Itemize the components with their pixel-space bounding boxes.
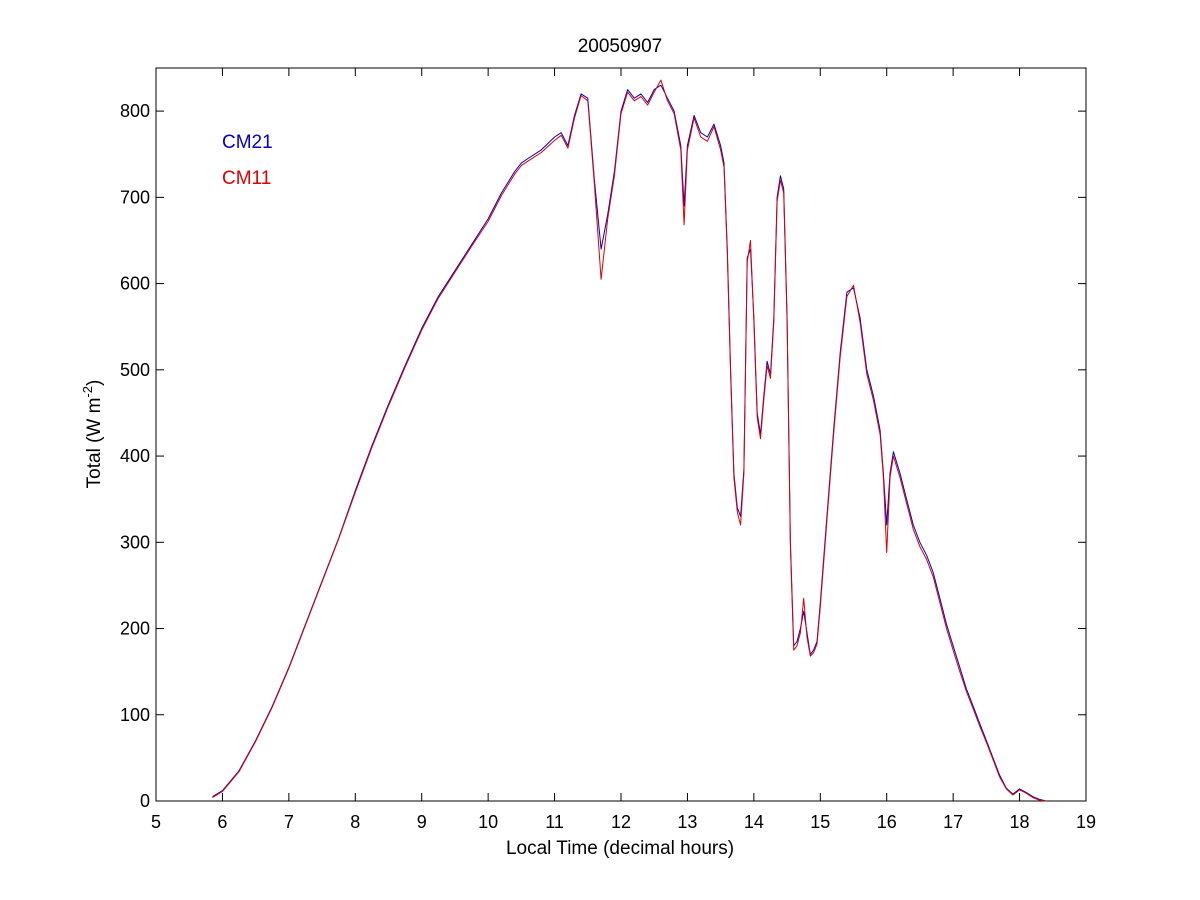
y-tick-label: 500 [120,360,150,380]
y-tick-label: 100 [120,705,150,725]
series-line-cm11 [212,79,1047,802]
legend-entry-cm11: CM11 [222,168,271,189]
x-tick-label: 10 [478,812,498,832]
x-tick-label: 13 [677,812,697,832]
y-axis-title-close: ) [84,380,105,386]
chart-title: 20050907 [578,36,663,57]
plot-area [155,67,1087,802]
y-tick-label: 400 [120,446,150,466]
y-tick-label: 800 [120,101,150,121]
y-tick-label: 0 [140,791,150,811]
x-axis-title: Local Time (decimal hours) [506,838,734,859]
x-tick-label: 7 [284,812,294,832]
x-tick-label: 9 [417,812,427,832]
tick-layer: 5 6 7 8 9 10 11 12 13 14 15 16 17 18 19 0 100 200 300 400 50… [120,68,1096,832]
y-tick-label: 200 [120,619,150,639]
y-tick-label: 300 [120,532,150,552]
x-tick-label: 15 [810,812,830,832]
x-tick-label: 6 [217,812,227,832]
x-tick-label: 12 [611,812,631,832]
x-tick-label: 11 [545,812,564,832]
y-axis-title-main: Total (W m [84,398,105,489]
series-layer [212,79,1047,802]
y-axis-title: Total (W m-2) [80,380,105,489]
x-tick-label: 16 [877,812,897,832]
x-tick-label: 14 [744,812,764,832]
legend: CM21 CM11 [222,132,273,189]
legend-entry-cm21: CM21 [222,132,273,153]
y-tick-label: 600 [120,274,150,294]
y-axis-title-exponent: -2 [80,386,95,398]
x-tick-label: 19 [1076,812,1096,832]
y-tick-label: 700 [120,187,150,207]
x-tick-label: 5 [151,812,161,832]
x-tick-label: 8 [350,812,360,832]
x-tick-label: 17 [943,812,963,832]
x-tick-label: 18 [1010,812,1030,832]
